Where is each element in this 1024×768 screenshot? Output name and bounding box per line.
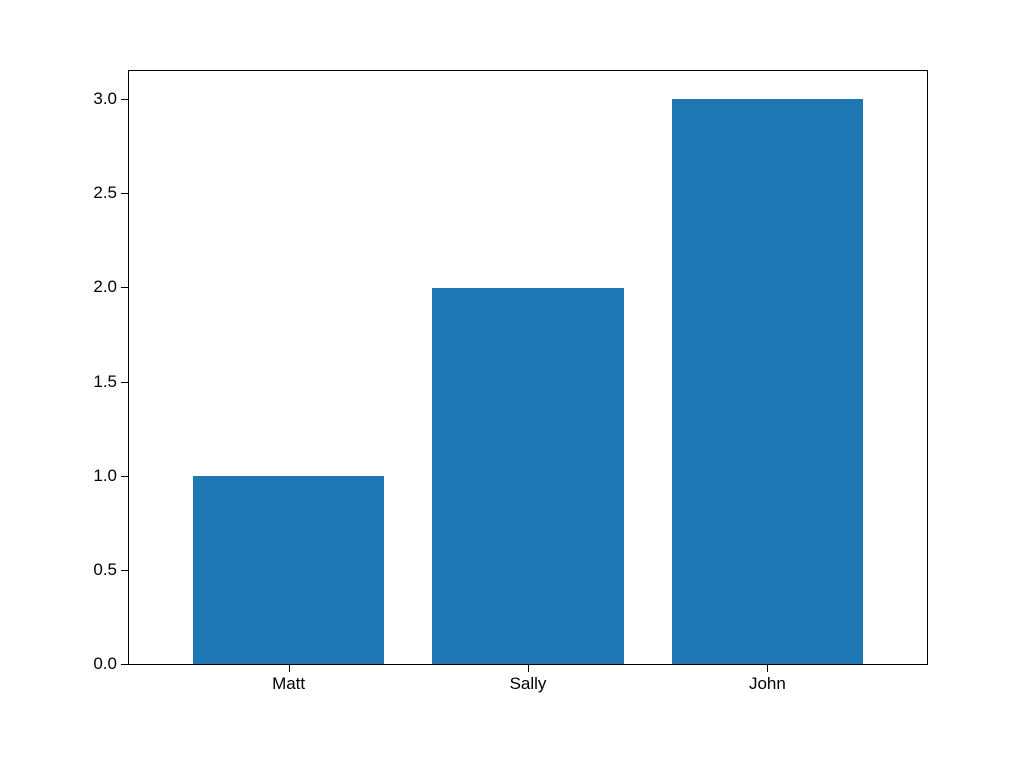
bar-chart: 0.0 0.5 1.0 1.5 2.0 2.5 3.0 Matt Sally J… [128,70,928,665]
y-tick-label: 2.0 [93,277,117,297]
bar-sally [432,288,624,665]
bar-john [672,99,864,664]
x-tick [289,664,290,672]
y-tick [121,476,129,477]
y-tick [121,570,129,571]
x-tick-label: John [749,674,786,694]
y-tick-label: 1.5 [93,372,117,392]
y-tick-label: 3.0 [93,89,117,109]
y-tick [121,382,129,383]
y-tick [121,287,129,288]
x-tick-label: Matt [272,674,305,694]
y-tick-label: 2.5 [93,183,117,203]
y-tick [121,99,129,100]
x-tick-label: Sally [510,674,547,694]
plot-area: 0.0 0.5 1.0 1.5 2.0 2.5 3.0 Matt Sally J… [128,70,928,665]
x-tick [767,664,768,672]
bar-matt [193,476,385,664]
y-tick [121,193,129,194]
x-tick [528,664,529,672]
y-tick-label: 1.0 [93,466,117,486]
y-tick [121,664,129,665]
y-tick-label: 0.5 [93,560,117,580]
y-tick-label: 0.0 [93,654,117,674]
